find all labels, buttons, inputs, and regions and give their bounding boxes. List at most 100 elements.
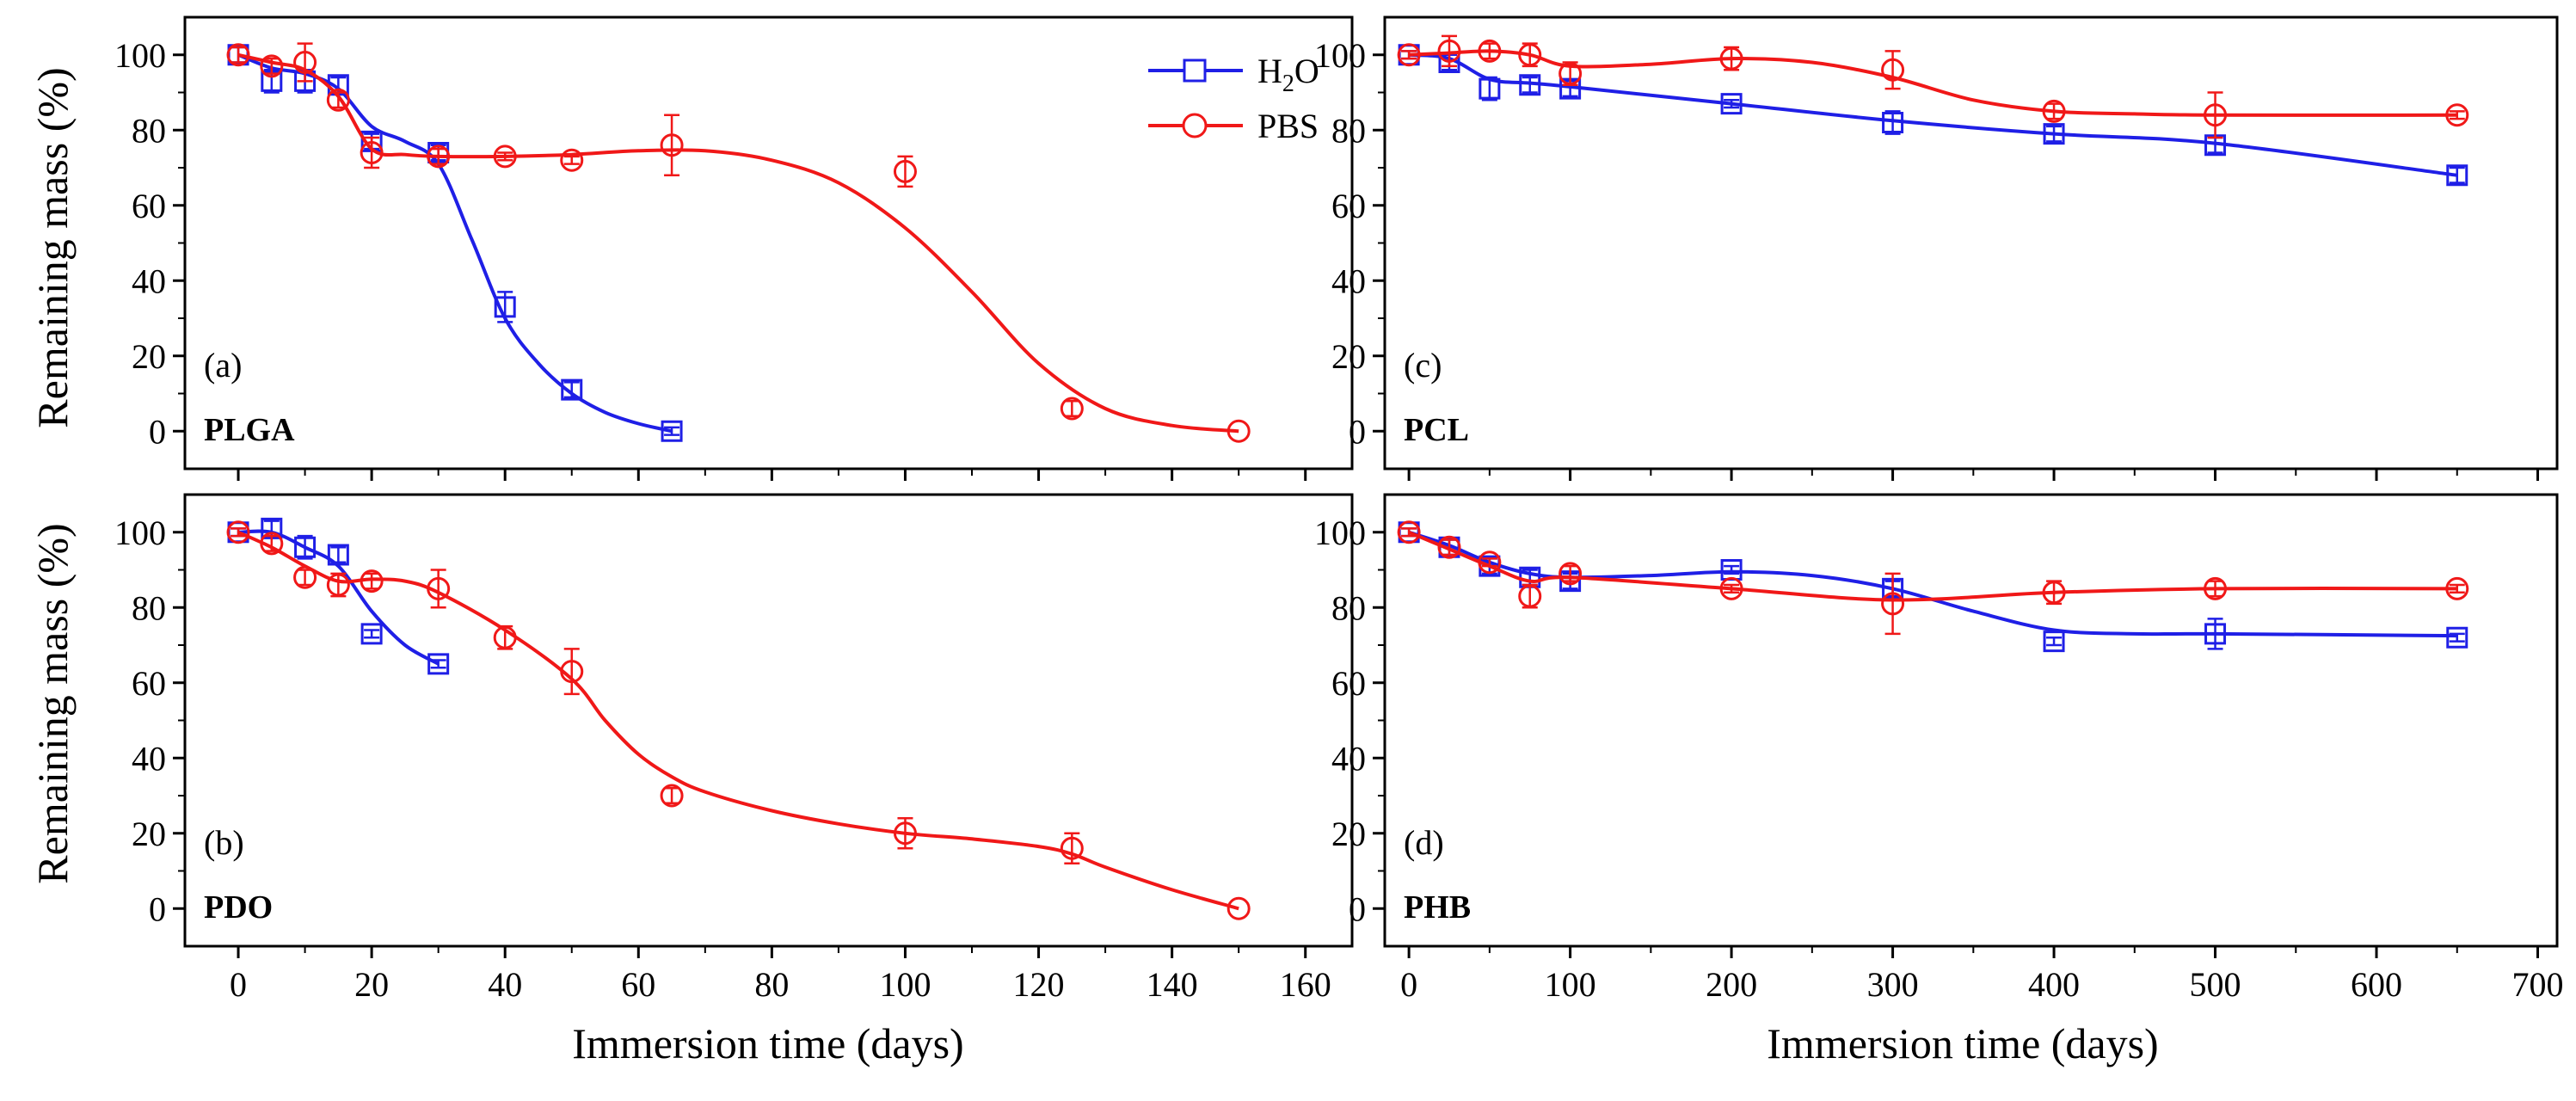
data-point-circle	[1518, 43, 1542, 67]
data-point-circle	[326, 573, 350, 597]
data-point-circle	[1437, 39, 1461, 63]
y-tick-label: 100	[114, 514, 166, 552]
legend-label-h2o: H2O	[1257, 52, 1319, 97]
panel-a: 0 20 40 60 80 100 (a) PLGA	[114, 15, 1354, 481]
x-tick-label: 300	[1867, 965, 1919, 1004]
y-tick-label: 40	[1331, 739, 1366, 778]
legend: H2O PBS	[1148, 52, 1319, 145]
data-point-square	[2446, 164, 2468, 187]
data-point-square	[1479, 77, 1501, 100]
data-point-circle	[893, 821, 917, 846]
data-point-square	[2204, 623, 2227, 645]
panel-b: 0 20 40 60 80 100 0 20 40 60 80 100 120 140 160 (b) PDO	[114, 493, 1354, 1004]
y-tick-label: 60	[132, 664, 166, 703]
data-point-circle	[360, 569, 384, 594]
data-point-square	[1720, 93, 1743, 115]
y-tick-label: 20	[1331, 815, 1366, 853]
x-tick-label: 140	[1147, 965, 1198, 1004]
data-point-circle	[1719, 46, 1743, 71]
y-tick-label: 40	[132, 261, 166, 300]
series-line-h2o	[237, 52, 673, 434]
y-tick-label: 0	[1349, 889, 1366, 928]
data-point-circle	[293, 565, 317, 589]
x-tick-label: 120	[1013, 965, 1065, 1004]
data-point-square	[1882, 112, 1904, 133]
data-point-circle	[360, 141, 384, 164]
data-point-circle	[2042, 99, 2066, 123]
data-point-square	[427, 653, 450, 675]
y-tick-label: 60	[1331, 187, 1366, 225]
x-axis-title-left: Immersion time (days)	[572, 1019, 963, 1067]
data-point-circle	[493, 145, 517, 169]
data-point-circle	[293, 51, 317, 74]
data-point-circle	[1518, 584, 1542, 608]
data-point-circle	[560, 660, 584, 684]
data-point-circle	[427, 145, 451, 169]
data-point-square	[360, 623, 383, 645]
y-axis-title-top: Remaining mass (%)	[28, 67, 77, 427]
y-tick-label: 100	[114, 36, 166, 75]
data-point-circle	[1881, 58, 1905, 82]
data-point-circle	[1437, 535, 1461, 559]
legend-entry-pbs: PBS	[1148, 107, 1319, 145]
legend-label-pbs: PBS	[1257, 107, 1319, 145]
panel-tag: (d)	[1404, 823, 1444, 862]
data-point-circle	[1478, 550, 1502, 575]
y-tick-label: 80	[132, 111, 166, 150]
data-point-circle	[427, 576, 451, 600]
x-tick-label: 80	[754, 965, 789, 1004]
y-tick-label: 80	[132, 588, 166, 627]
panel-polymer-name: PHB	[1404, 889, 1471, 926]
x-tick-label: 200	[1706, 965, 1757, 1004]
y-tick-label: 20	[132, 815, 166, 853]
series-pbs	[1397, 520, 2469, 636]
y-tick-label: 40	[1331, 261, 1366, 300]
data-point-circle	[1060, 836, 1084, 860]
data-point-square	[1519, 74, 1541, 96]
data-point-square	[2043, 630, 2065, 653]
x-tick-label: 100	[1545, 965, 1596, 1004]
y-tick-label: 20	[132, 337, 166, 376]
y-axis-title-bottom: Remaining mass (%)	[28, 523, 77, 883]
data-point-circle	[1397, 520, 1421, 544]
series-line-pbs	[237, 52, 1239, 434]
panel-tag: (b)	[204, 823, 244, 862]
x-tick-label: 500	[2190, 965, 2241, 1004]
data-point-square	[327, 544, 349, 566]
data-point-square	[2446, 626, 2468, 649]
data-point-circle	[1559, 562, 1583, 586]
x-axis-title-right: Immersion time (days)	[1767, 1019, 2158, 1067]
y-tick-label: 80	[1331, 588, 1366, 627]
data-point-square	[294, 536, 317, 558]
data-point-square	[2043, 123, 2065, 145]
y-tick-label: 40	[132, 739, 166, 778]
y-tick-label: 80	[1331, 111, 1366, 150]
panel-d: 0 20 40 60 80 100 0 100 200 300 400 500 600 700 (d) PHB	[1314, 493, 2564, 1004]
plot-frame	[1383, 493, 2559, 948]
data-point-circle	[2204, 576, 2228, 600]
data-point-circle	[893, 159, 917, 183]
y-tick-label: 0	[149, 412, 166, 451]
series-pbs	[226, 520, 1251, 920]
panel-tag: (c)	[1404, 346, 1442, 384]
data-point-circle	[260, 532, 284, 556]
data-point-circle	[560, 148, 584, 172]
data-point-circle	[1227, 419, 1251, 443]
y-tick-label: 0	[1349, 412, 1366, 451]
panel-polymer-name: PLGA	[204, 412, 295, 448]
legend-entry-h2o: H2O	[1148, 52, 1319, 97]
panel-tag: (a)	[204, 346, 242, 384]
x-tick-label: 20	[354, 965, 389, 1004]
y-tick-label: 60	[1331, 664, 1366, 703]
y-tick-label: 100	[1314, 36, 1366, 75]
plot-frame	[183, 15, 1354, 471]
x-tick-label: 400	[2028, 965, 2080, 1004]
y-tick-label: 60	[132, 187, 166, 225]
x-tick-label: 160	[1280, 965, 1331, 1004]
data-point-circle	[1478, 39, 1502, 63]
data-point-circle	[1060, 397, 1084, 421]
data-point-circle	[660, 133, 684, 157]
legend-marker-square	[1183, 58, 1207, 83]
panel-c: 0 20 40 60 80 100 (c) PCL	[1314, 15, 2559, 481]
